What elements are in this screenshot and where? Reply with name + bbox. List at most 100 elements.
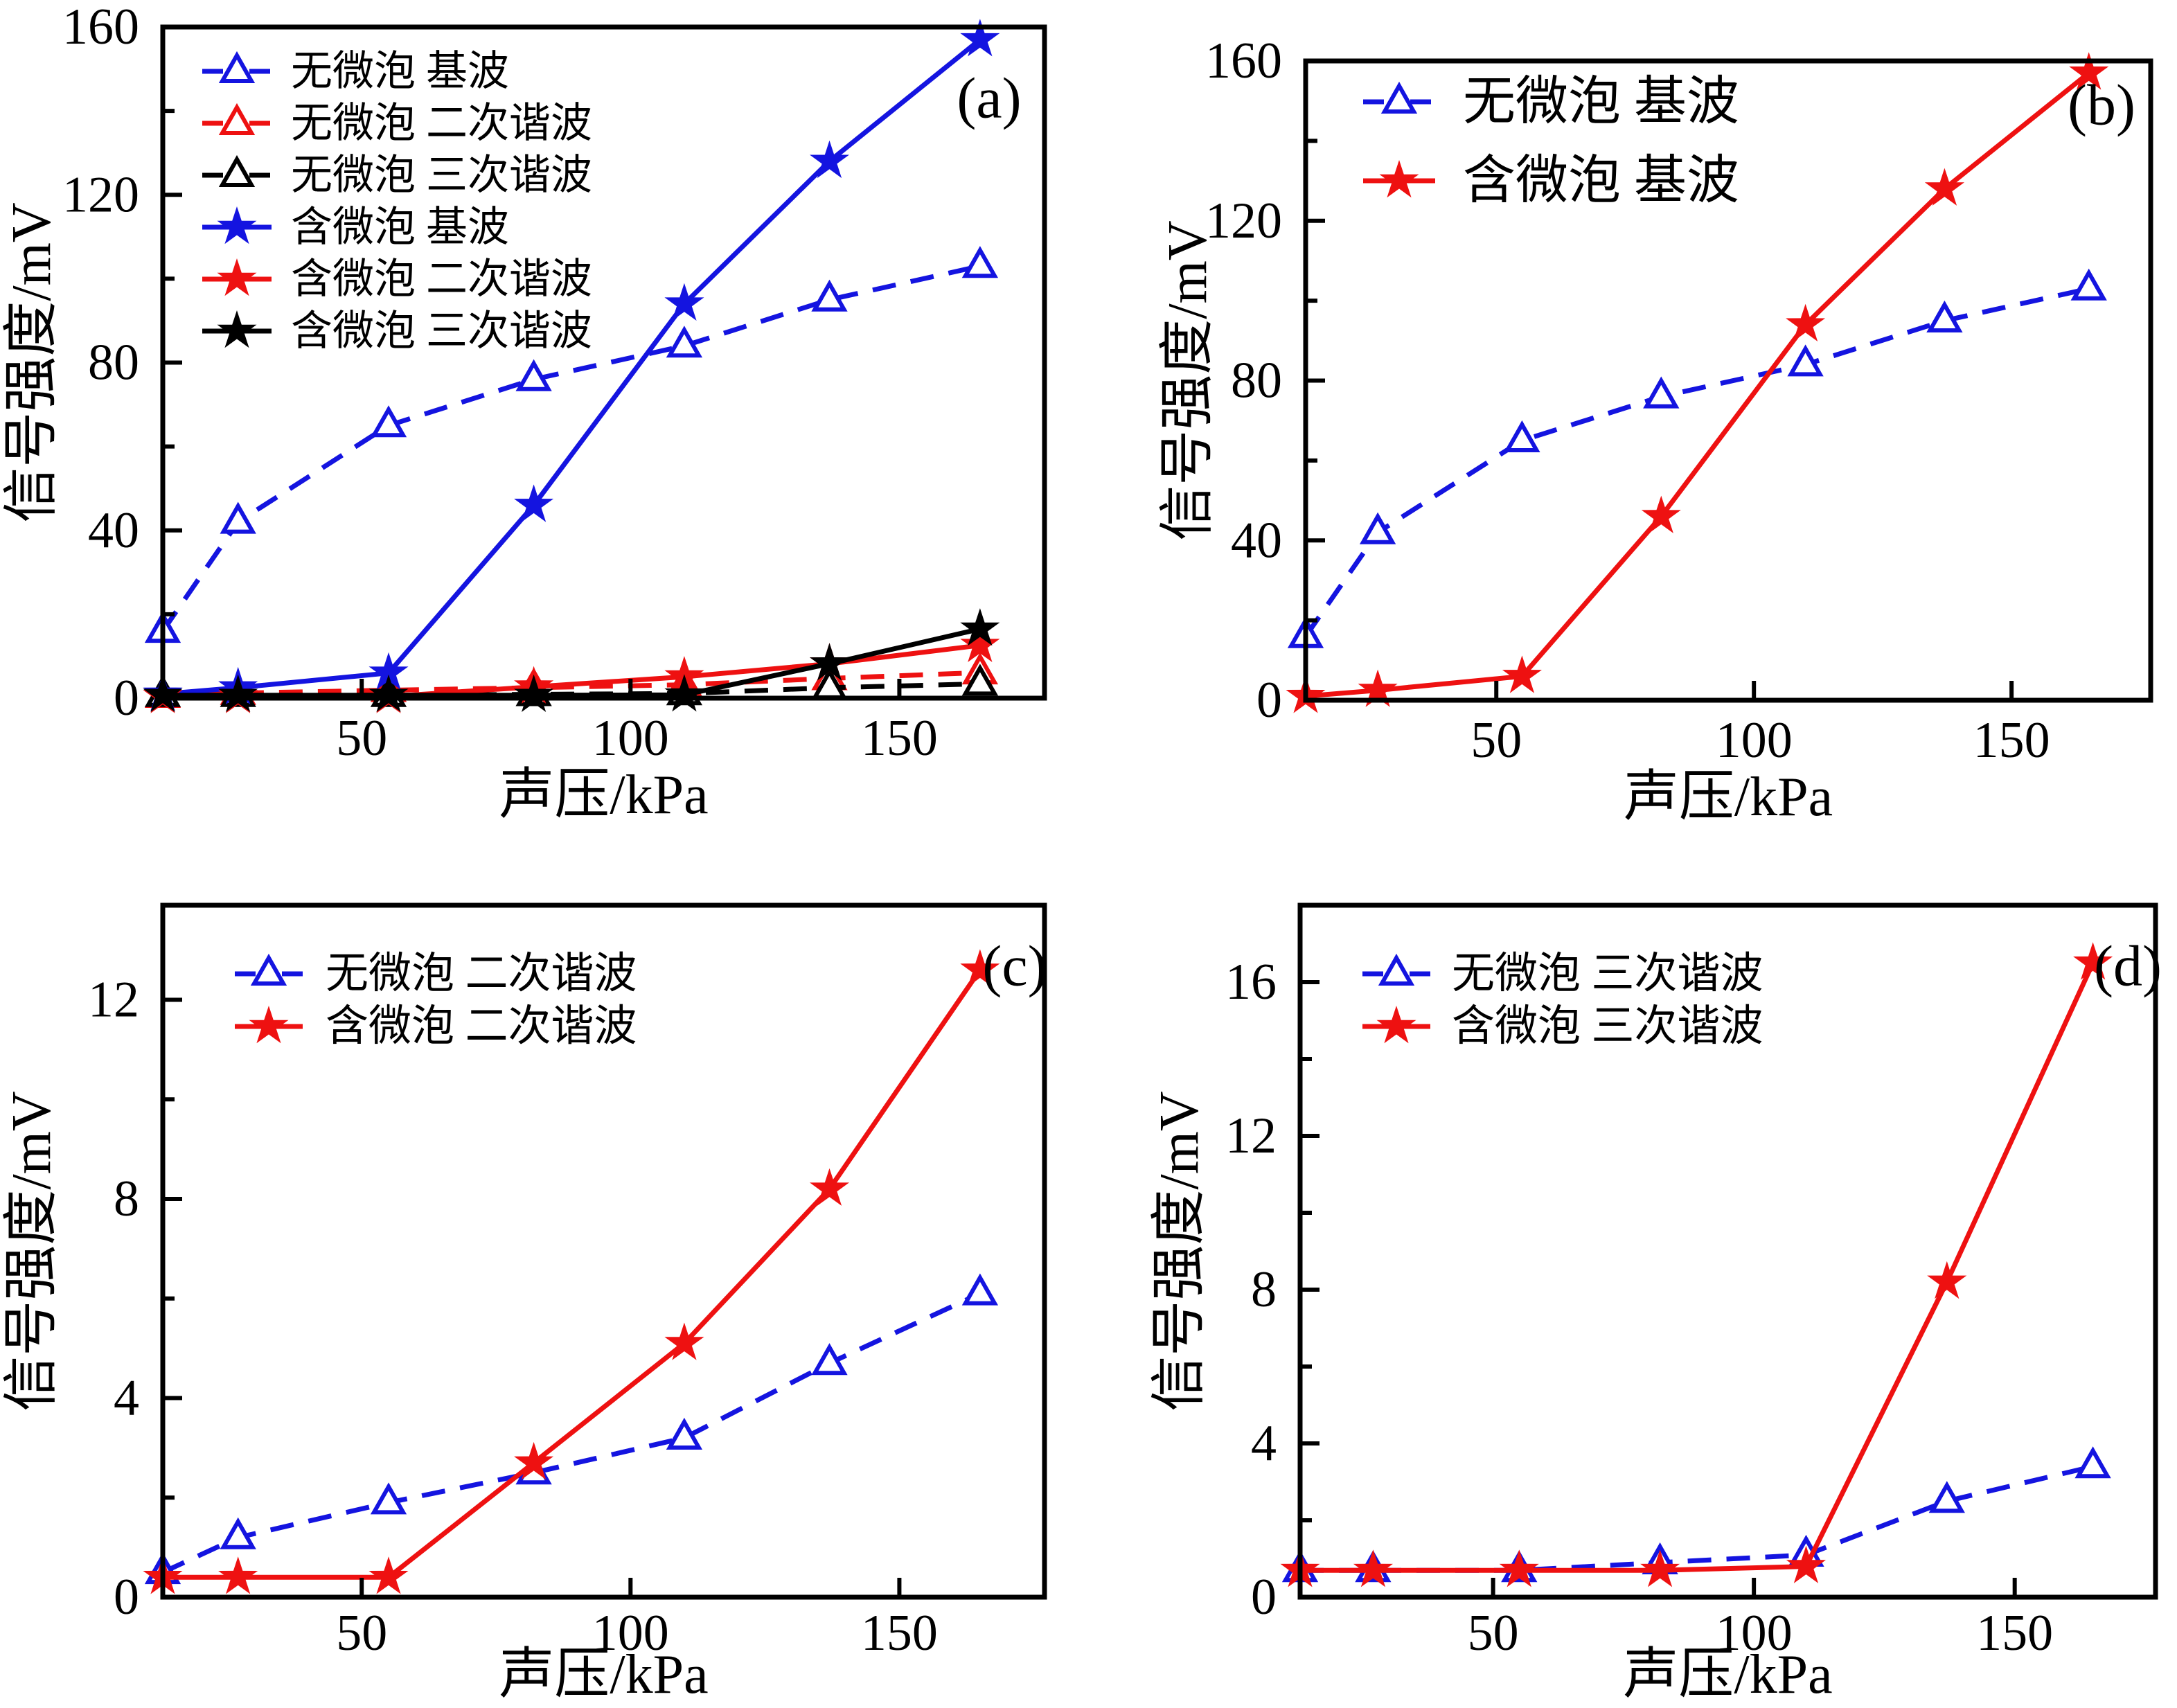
legend-item-5: 含微泡 三次谐波 bbox=[202, 308, 592, 354]
series-group bbox=[1286, 52, 2108, 713]
star-marker bbox=[960, 624, 1000, 662]
series-line bbox=[163, 968, 982, 1580]
y-tick-label: 120 bbox=[1205, 193, 1282, 249]
triangle-marker bbox=[1503, 420, 1540, 452]
legend-item-4: 含微泡 二次谐波 bbox=[202, 256, 592, 302]
triangle-marker bbox=[811, 1343, 848, 1376]
star-marker bbox=[368, 1556, 409, 1594]
x-tick-label: 150 bbox=[861, 710, 938, 767]
triangle-marker bbox=[666, 1417, 703, 1450]
star-marker bbox=[218, 674, 258, 712]
x-tick-label: 150 bbox=[1976, 1605, 2053, 1662]
triangle-marker bbox=[1928, 1481, 1965, 1513]
triangle-marker bbox=[1359, 512, 1396, 544]
star-marker bbox=[218, 1556, 258, 1594]
axis-ticks bbox=[1299, 980, 2017, 1599]
x-tick-label: 150 bbox=[1973, 712, 2050, 769]
y-tick-label: 12 bbox=[88, 972, 139, 1029]
triangle-marker bbox=[218, 154, 256, 187]
triangle-marker bbox=[250, 953, 287, 986]
legend-label: 无微泡 三次谐波 bbox=[291, 152, 592, 198]
star-marker bbox=[1379, 160, 1419, 198]
triangle-marker bbox=[666, 326, 703, 358]
star-marker bbox=[1640, 1549, 1680, 1587]
star-marker bbox=[1376, 1006, 1416, 1044]
series-group bbox=[1280, 942, 2113, 1587]
star-marker bbox=[217, 258, 257, 296]
legend-item-1: 含微泡 二次谐波 bbox=[235, 1003, 637, 1050]
star-marker bbox=[217, 206, 257, 244]
y-tick-label: 0 bbox=[1256, 672, 1282, 729]
series-line bbox=[1299, 961, 2095, 1573]
y-tick-label: 4 bbox=[114, 1370, 139, 1427]
y-tick-label: 40 bbox=[1231, 512, 1282, 569]
chart-canvas-a: 0 40 80 120 160 50 100 150 声压/kPa 信号强度/mV (a) 无微泡 基… bbox=[1, 0, 1047, 826]
star-marker bbox=[664, 1322, 704, 1360]
x-tick-label: 50 bbox=[336, 1605, 387, 1662]
star-marker bbox=[960, 949, 1000, 987]
star-marker bbox=[664, 674, 704, 712]
star-marker bbox=[1502, 655, 1542, 693]
x-axis-label: 声压/kPa bbox=[499, 1644, 708, 1705]
triangle-marker bbox=[218, 51, 256, 83]
triangle-marker bbox=[220, 1517, 256, 1549]
star-marker bbox=[1785, 303, 1825, 341]
star-marker bbox=[2068, 52, 2108, 90]
legend-label: 含微泡 三次谐波 bbox=[291, 308, 592, 354]
star-marker bbox=[960, 19, 1000, 57]
legend-label: 无微泡 二次谐波 bbox=[326, 950, 637, 997]
series-line bbox=[1303, 286, 2089, 638]
chart-panel-b: 0 40 80 120 160 50 100 150 声压/kPa 信号强度/mV (b) 无微泡 基… bbox=[1088, 0, 2177, 854]
triangle-marker bbox=[370, 405, 407, 438]
y-tick-label: 160 bbox=[62, 0, 139, 55]
series-0 bbox=[1281, 1446, 2111, 1583]
triangle-marker bbox=[961, 246, 999, 278]
y-tick-label: 0 bbox=[1251, 1569, 1277, 1626]
x-axis-label: 声压/kPa bbox=[499, 765, 708, 826]
y-tick-label: 8 bbox=[114, 1171, 139, 1227]
y-tick-label: 12 bbox=[1225, 1107, 1277, 1164]
star-marker bbox=[960, 608, 1000, 646]
triangle-marker bbox=[1642, 376, 1679, 409]
star-marker bbox=[368, 652, 409, 690]
x-tick-label: 100 bbox=[592, 710, 669, 767]
chart-panel-a: 0 40 80 120 160 50 100 150 声压/kPa 信号强度/mV (a) 无微泡 基… bbox=[0, 0, 1089, 854]
axis-ticks bbox=[163, 25, 902, 700]
x-axis-label: 声压/kPa bbox=[1623, 767, 1832, 828]
y-tick-label: 160 bbox=[1205, 33, 1282, 89]
x-tick-label: 150 bbox=[861, 1605, 938, 1662]
triangle-marker bbox=[961, 1273, 999, 1306]
star-marker bbox=[1353, 1549, 1393, 1587]
y-axis-label: 信号强度/mV bbox=[1, 1091, 62, 1411]
legend-label: 无微泡 基波 bbox=[1463, 73, 1739, 131]
legend-item-1: 含微泡 三次谐波 bbox=[1362, 1003, 1763, 1050]
star-marker bbox=[1786, 1545, 1826, 1583]
x-tick-label: 100 bbox=[1715, 712, 1792, 769]
star-marker bbox=[664, 283, 704, 321]
legend-item-2: 无微泡 三次谐波 bbox=[202, 152, 592, 198]
triangle-marker bbox=[961, 664, 999, 696]
x-axis-label: 声压/kPa bbox=[1623, 1644, 1832, 1705]
x-tick-label: 50 bbox=[1467, 1605, 1518, 1662]
star-marker bbox=[249, 1006, 289, 1044]
triangle-marker bbox=[515, 359, 552, 391]
star-marker bbox=[514, 674, 554, 712]
legend-label: 含微泡 二次谐波 bbox=[291, 256, 592, 302]
series-group bbox=[143, 949, 1000, 1594]
legend-label: 无微泡 二次谐波 bbox=[291, 100, 592, 146]
legend-label: 含微泡 三次谐波 bbox=[1452, 1003, 1763, 1050]
star-marker bbox=[1641, 495, 1681, 533]
legend-item-0: 无微泡 三次谐波 bbox=[1362, 950, 1763, 997]
x-tick-label: 100 bbox=[592, 1605, 669, 1662]
series-group bbox=[143, 19, 1000, 713]
star-marker bbox=[1926, 1261, 1966, 1299]
triangle-marker bbox=[1926, 300, 1963, 332]
legend-label: 无微泡 三次谐波 bbox=[1452, 950, 1763, 997]
triangle-marker bbox=[220, 501, 256, 534]
legend-item-0: 无微泡 基波 bbox=[1362, 73, 1739, 131]
axis-ticks bbox=[1305, 59, 2014, 702]
y-tick-label: 0 bbox=[114, 670, 139, 727]
axis-ticks bbox=[163, 997, 902, 1599]
legend-item-3: 含微泡 基波 bbox=[202, 204, 509, 250]
